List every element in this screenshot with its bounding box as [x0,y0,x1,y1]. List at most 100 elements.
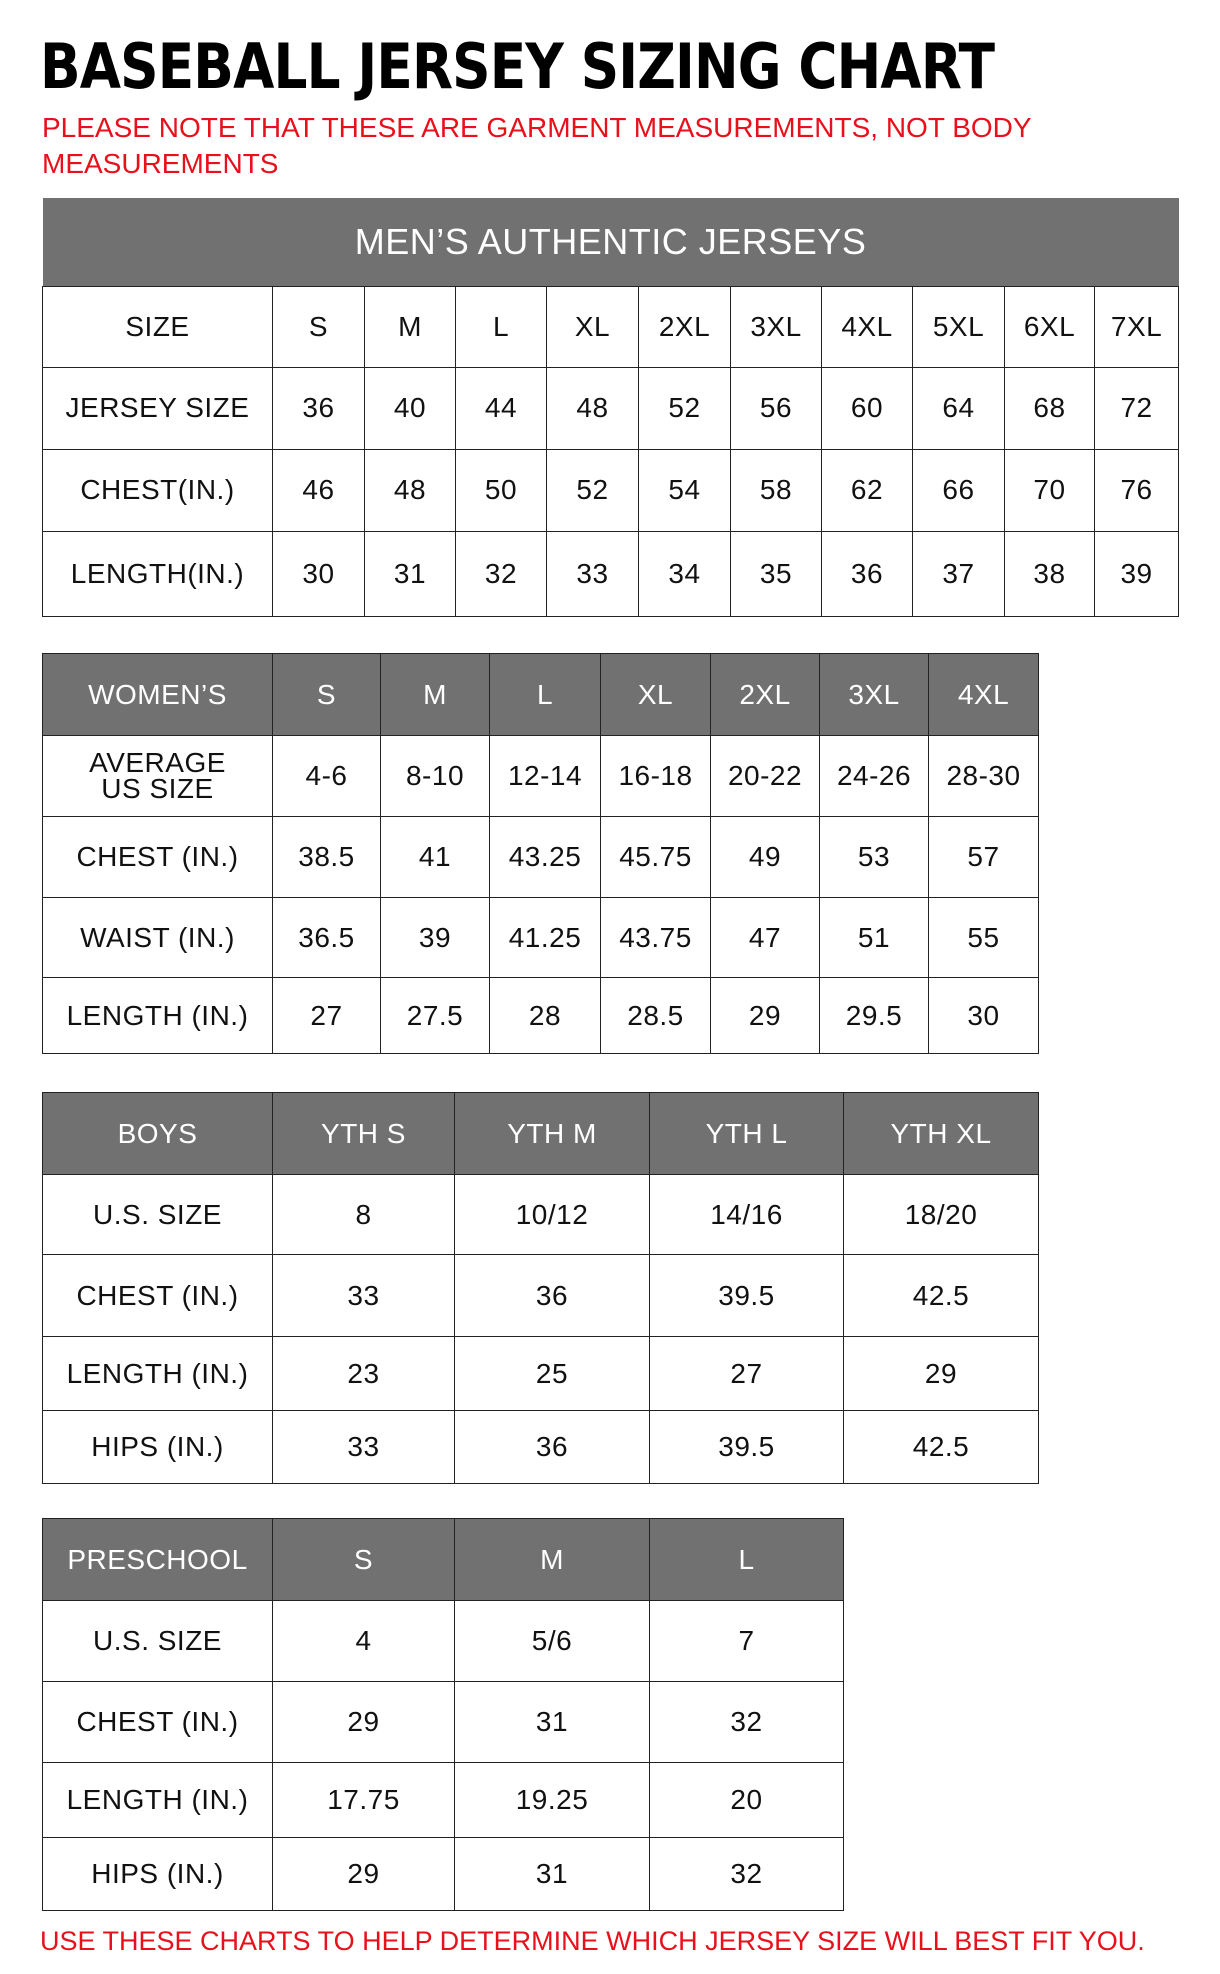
measurement-cell: 33 [546,530,639,617]
measurement-cell: 5/6 [454,1600,650,1682]
table-row: CHEST (IN.) 29 31 32 [42,1681,844,1763]
size-column-header: M [364,285,456,368]
row-label-header: BOYS [42,1092,273,1175]
measurement-cell: 27.5 [380,977,490,1054]
measurement-cell: 51 [819,897,929,978]
measurement-cell: 64 [912,366,1005,450]
table-row: U.S. SIZE 4 5/6 7 [42,1600,844,1682]
size-column-header: L [489,653,601,736]
measurement-cell: 29 [272,1837,455,1911]
measurement-cell: 8 [272,1174,455,1255]
measurement-cell: 23 [272,1336,455,1411]
row-label: JERSEY SIZE [42,366,273,450]
table-row: HIPS (IN.) 33 36 39.5 42.5 [42,1410,1039,1484]
measurement-cell: 72 [1093,366,1180,450]
measurement-cell: 29 [843,1336,1039,1411]
measurement-cell: 38.5 [272,816,381,898]
measurement-cell: 35 [730,530,822,617]
measurement-cell: 48 [546,366,639,450]
size-column-header: XL [600,653,711,736]
size-column-header: 2XL [638,285,731,368]
table-row: LENGTH(IN.) 30 31 32 33 34 35 36 37 38 39 [42,530,1180,617]
table-row: CHEST(IN.) 46 48 50 52 54 58 62 66 70 76 [42,448,1180,532]
measurement-cell: 36.5 [272,897,381,978]
measurement-cell: 4-6 [272,735,381,817]
measurement-cell: 32 [649,1837,844,1911]
row-label: CHEST (IN.) [42,816,273,898]
measurement-cell: 25 [454,1336,650,1411]
measurement-cell: 52 [546,448,639,532]
measurement-cell: 52 [638,366,731,450]
row-label: WAIST (IN.) [42,897,273,978]
table-row: JERSEY SIZE 36 40 44 48 52 56 60 64 68 72 [42,366,1180,450]
table-row: LENGTH (IN.) 23 25 27 29 [42,1336,1039,1411]
measurement-cell: 49 [710,816,820,898]
table-row: AVERAGE US SIZE 4-6 8-10 12-14 16-18 20-22 24-… [42,735,1039,817]
measurement-cell: 48 [364,448,456,532]
measurement-cell: 32 [649,1681,844,1763]
size-column-header: YTH M [454,1092,650,1175]
size-column-header: YTH S [272,1092,455,1175]
row-label-header: SIZE [42,285,273,368]
page-title: BASEBALL JERSEY SIZING CHART [40,30,995,103]
measurement-cell: 46 [272,448,365,532]
measurement-cell: 41 [380,816,490,898]
table-row: LENGTH (IN.) 17.75 19.25 20 [42,1762,844,1838]
measurement-cell: 44 [455,366,547,450]
measurement-cell: 36 [272,366,365,450]
measurement-cell: 8-10 [380,735,490,817]
measurement-cell: 29.5 [819,977,929,1054]
row-label-header: WOMEN’S [42,653,273,736]
size-column-header: 4XL [928,653,1039,736]
measurement-cell: 34 [638,530,731,617]
measurement-cell: 17.75 [272,1762,455,1838]
size-column-header: 7XL [1093,285,1180,368]
size-column-header: YTH L [649,1092,844,1175]
measurement-cell: 36 [454,1410,650,1484]
measurement-cell: 53 [819,816,929,898]
size-column-header: 3XL [730,285,822,368]
row-label: CHEST (IN.) [42,1681,273,1763]
measurement-cell: 68 [1004,366,1095,450]
measurement-cell: 39 [380,897,490,978]
measurement-cell: 70 [1004,448,1095,532]
measurement-cell: 24-26 [819,735,929,817]
measurement-cell: 28-30 [928,735,1039,817]
measurement-cell: 42.5 [843,1254,1039,1337]
measurement-cell: 32 [455,530,547,617]
measurement-cell: 28.5 [600,977,711,1054]
measurement-cell: 10/12 [454,1174,650,1255]
preschool-header-row: PRESCHOOL S M L [42,1518,844,1601]
table-row: CHEST (IN.) 33 36 39.5 42.5 [42,1254,1039,1337]
row-label: U.S. SIZE [42,1174,273,1255]
size-column-header: 3XL [819,653,929,736]
measurement-cell: 41.25 [489,897,601,978]
measurement-cell: 43.75 [600,897,711,978]
size-column-header: 4XL [821,285,913,368]
preschool-size-table: PRESCHOOL S M L U.S. SIZE 4 5/6 7 CHEST (IN.) 29 3… [42,1518,844,1911]
womens-size-table: WOMEN’S S M L XL 2XL 3XL 4XL AVERAGE US SIZE 4-6 8… [42,653,1039,1054]
measurement-cell: 4 [272,1600,455,1682]
measurement-cell: 76 [1093,448,1180,532]
measurement-cell: 56 [730,366,822,450]
mens-table-title: MEN’S AUTHENTIC JERSEYS [42,198,1179,286]
measurement-cell: 33 [272,1254,455,1337]
size-column-header: YTH XL [843,1092,1039,1175]
measurement-cell: 43.25 [489,816,601,898]
measurement-cell: 39.5 [649,1254,844,1337]
row-label: AVERAGE US SIZE [42,735,273,817]
measurement-cell: 31 [454,1681,650,1763]
measurement-cell: 28 [489,977,601,1054]
size-column-header: XL [546,285,639,368]
mens-header-row: SIZE S M L XL 2XL 3XL 4XL 5XL 6XL 7XL [42,285,1180,368]
measurement-cell: 20-22 [710,735,820,817]
measurement-cell: 12-14 [489,735,601,817]
measurement-cell: 42.5 [843,1410,1039,1484]
measurement-cell: 27 [649,1336,844,1411]
boys-size-table: BOYS YTH S YTH M YTH L YTH XL U.S. SIZE 8 10/12… [42,1092,1039,1484]
measurement-cell: 37 [912,530,1005,617]
size-column-header: S [272,1518,455,1601]
measurement-cell: 18/20 [843,1174,1039,1255]
size-column-header: 2XL [710,653,820,736]
size-column-header: S [272,653,381,736]
